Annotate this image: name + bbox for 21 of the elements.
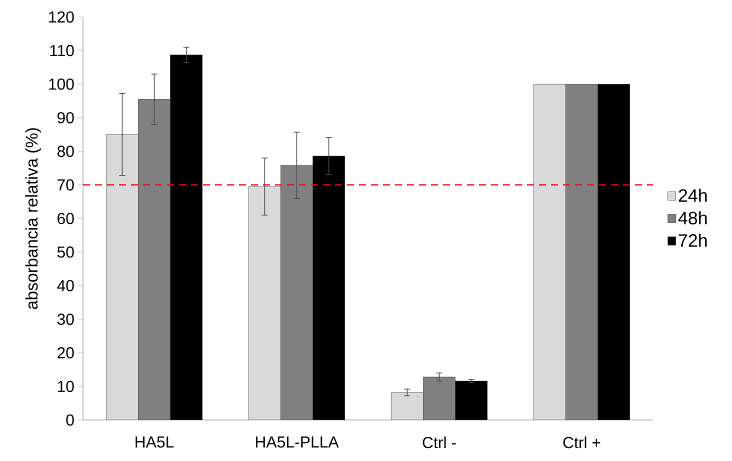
legend-label: 48h bbox=[678, 211, 707, 224]
y-tick-label: 0 bbox=[66, 414, 74, 426]
y-tick-label: 20 bbox=[58, 347, 74, 358]
y-tick-label: 10 bbox=[58, 380, 74, 392]
y-tick-label: 80 bbox=[57, 146, 74, 157]
x-tick-label: HA5L bbox=[136, 436, 174, 448]
y-tick-label: 100 bbox=[49, 78, 74, 90]
y-axis-title: absorbancia relativa (%) bbox=[25, 128, 42, 310]
y-tick-label: 30 bbox=[57, 314, 74, 325]
y-tick-label: 90 bbox=[58, 112, 74, 124]
legend-label: 72h bbox=[678, 234, 707, 247]
y-tick-label: 50 bbox=[57, 246, 74, 258]
x-tick-label: HA5L-PLLA bbox=[256, 436, 339, 448]
y-tick-label: 120 bbox=[49, 11, 74, 23]
y-tick-label: 70 bbox=[58, 179, 74, 191]
x-tick-label: Ctrl + bbox=[563, 436, 600, 448]
y-tick-label: 40 bbox=[57, 280, 74, 292]
legend-label: 24h bbox=[678, 188, 707, 202]
x-tick-label: Ctrl - bbox=[422, 436, 456, 448]
y-tick-label: 60 bbox=[58, 212, 74, 224]
y-tick-label: 110 bbox=[50, 44, 74, 56]
